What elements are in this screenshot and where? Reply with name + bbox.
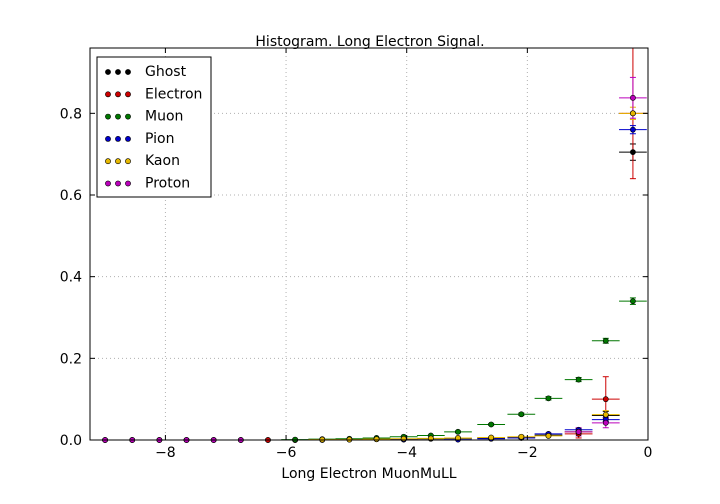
legend-marker-muon bbox=[115, 113, 121, 120]
legend-marker-pion bbox=[105, 135, 111, 142]
proton-point bbox=[575, 428, 582, 435]
x-axis-label: Long Electron MuonMuLL bbox=[281, 466, 456, 482]
y-tick-label: 0.6 bbox=[60, 188, 82, 204]
legend-marker-kaon bbox=[105, 158, 111, 165]
muon-point bbox=[455, 428, 461, 435]
pion-point bbox=[630, 126, 636, 133]
legend-marker-pion bbox=[125, 135, 131, 142]
legend-marker-proton bbox=[115, 180, 121, 187]
y-axis-ticks: 0.0 0.2 0.4 0.6 0.8 bbox=[60, 106, 648, 449]
x-tick-label: −6 bbox=[276, 445, 297, 461]
legend-marker-ghost bbox=[115, 69, 121, 75]
muon-point bbox=[545, 395, 552, 402]
kaon-point bbox=[455, 435, 461, 441]
legend-marker-electron bbox=[105, 91, 111, 98]
y-tick-label: 0.2 bbox=[60, 351, 82, 367]
legend-marker-electron bbox=[125, 91, 131, 98]
muon-point bbox=[630, 298, 636, 305]
legend-label-electron: Electron bbox=[145, 86, 202, 102]
kaon-point bbox=[545, 433, 552, 439]
legend-marker-muon bbox=[125, 113, 131, 120]
kaon-point bbox=[602, 411, 609, 418]
legend-label-ghost: Ghost bbox=[145, 64, 187, 80]
kaon-point bbox=[373, 436, 380, 443]
muon-point bbox=[518, 411, 525, 418]
plot-area-frame bbox=[89, 47, 649, 441]
x-tick-label: −2 bbox=[517, 445, 538, 461]
muon-point bbox=[488, 421, 495, 428]
x-tick-label: −4 bbox=[396, 445, 417, 461]
x-axis-ticks: −8 −6 −4 −2 0 bbox=[155, 48, 652, 461]
ghost-point bbox=[630, 149, 636, 156]
legend-marker-proton bbox=[105, 180, 111, 187]
y-tick-label: 0.0 bbox=[60, 433, 82, 449]
legend-label-pion: Pion bbox=[145, 131, 174, 147]
muon-point bbox=[575, 376, 582, 383]
kaon-point bbox=[488, 434, 495, 441]
legend-label-kaon: Kaon bbox=[145, 153, 180, 169]
x-tick-label: 0 bbox=[644, 445, 653, 461]
legend-marker-electron bbox=[115, 91, 121, 98]
chart-title: Histogram. Long Electron Signal. bbox=[255, 34, 484, 50]
y-tick-label: 0.4 bbox=[60, 270, 82, 286]
legend-label-muon: Muon bbox=[145, 109, 183, 125]
legend-marker-muon bbox=[105, 113, 111, 120]
kaon-point bbox=[518, 433, 525, 440]
legend-label-proton: Proton bbox=[145, 176, 190, 192]
legend-box bbox=[96, 56, 212, 198]
kaon-point bbox=[400, 435, 407, 442]
proton-point bbox=[630, 94, 636, 101]
x-tick-label: −8 bbox=[155, 445, 176, 461]
legend: Ghost Electron Muon Pion Kaon Proton bbox=[96, 56, 212, 198]
y-tick-label: 0.8 bbox=[60, 106, 82, 122]
kaon-point bbox=[630, 110, 636, 117]
electron-point bbox=[602, 396, 609, 403]
muon-point bbox=[602, 337, 609, 344]
proton-point bbox=[602, 419, 609, 426]
legend-marker-kaon bbox=[115, 158, 121, 165]
legend-marker-ghost bbox=[125, 69, 131, 75]
legend-marker-proton bbox=[125, 180, 131, 187]
legend-marker-ghost bbox=[105, 69, 111, 75]
grid-lines bbox=[90, 48, 648, 440]
legend-marker-pion bbox=[115, 135, 121, 142]
legend-marker-kaon bbox=[125, 158, 131, 165]
